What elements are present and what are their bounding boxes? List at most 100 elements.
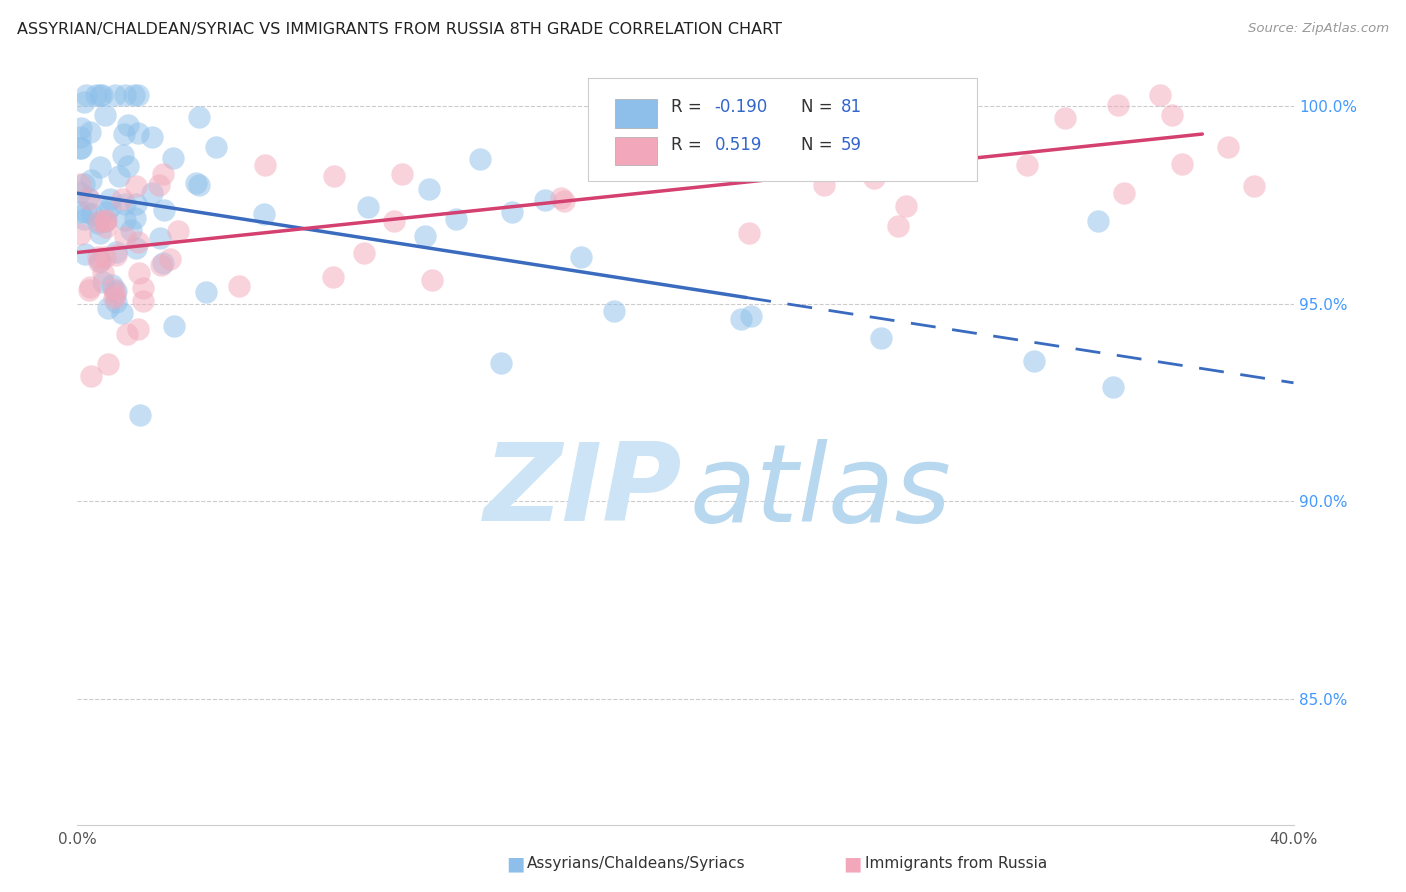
- Point: [94, 214, 117, 228]
- Point: [87, 214, 110, 228]
- Point: [814, 146, 837, 161]
- Point: [77, 191, 100, 205]
- Point: [103, 282, 125, 296]
- Point: [228, 278, 250, 293]
- Point: [152, 168, 174, 182]
- Text: 59: 59: [841, 136, 862, 154]
- Point: [813, 178, 835, 192]
- Point: [107, 169, 129, 183]
- Text: ZIP: ZIP: [484, 439, 682, 544]
- Point: [87, 216, 110, 230]
- Point: [86, 87, 108, 102]
- Point: [1149, 87, 1171, 102]
- Point: [603, 304, 626, 318]
- Point: [1171, 157, 1194, 171]
- FancyBboxPatch shape: [614, 136, 658, 166]
- Point: [413, 229, 436, 244]
- Text: 81: 81: [841, 98, 862, 116]
- Point: [127, 126, 149, 140]
- Point: [73, 177, 96, 191]
- Point: [77, 192, 100, 206]
- Point: [70, 120, 93, 135]
- Text: 0.519: 0.519: [714, 136, 762, 154]
- Point: [94, 205, 117, 219]
- Point: [127, 235, 149, 249]
- Point: [69, 130, 91, 145]
- Point: [80, 172, 103, 186]
- Point: [69, 141, 91, 155]
- Point: [91, 266, 114, 280]
- Point: [127, 321, 149, 335]
- Point: [89, 87, 111, 102]
- Point: [382, 213, 405, 227]
- Point: [91, 87, 114, 102]
- Point: [323, 169, 346, 183]
- Point: [1102, 380, 1125, 394]
- Point: [77, 284, 100, 298]
- Point: [128, 266, 150, 280]
- Point: [322, 269, 344, 284]
- Point: [100, 278, 122, 293]
- Point: [357, 200, 380, 214]
- Point: [1160, 108, 1182, 122]
- Point: [75, 205, 97, 219]
- Text: R =: R =: [671, 98, 707, 116]
- Text: N =: N =: [801, 136, 838, 154]
- Point: [80, 207, 103, 221]
- Point: [75, 88, 97, 103]
- FancyBboxPatch shape: [614, 99, 658, 128]
- Point: [132, 281, 155, 295]
- Point: [94, 250, 117, 264]
- Point: [501, 205, 523, 219]
- Point: [105, 295, 128, 310]
- Point: [444, 211, 467, 226]
- Point: [73, 247, 96, 261]
- Point: [73, 95, 96, 110]
- Point: [132, 293, 155, 308]
- Point: [418, 181, 440, 195]
- Point: [70, 141, 93, 155]
- Point: [89, 226, 111, 240]
- Point: [141, 186, 163, 201]
- Text: Immigrants from Russia: Immigrants from Russia: [865, 856, 1047, 871]
- Point: [1015, 158, 1038, 172]
- Point: [97, 357, 120, 371]
- Point: [127, 87, 149, 102]
- Point: [740, 309, 762, 323]
- Point: [114, 87, 136, 102]
- Point: [253, 158, 276, 172]
- Point: [87, 250, 110, 264]
- Text: ASSYRIAN/CHALDEAN/SYRIAC VS IMMIGRANTS FROM RUSSIA 8TH GRADE CORRELATION CHART: ASSYRIAN/CHALDEAN/SYRIAC VS IMMIGRANTS F…: [17, 22, 782, 37]
- Point: [195, 285, 218, 299]
- Point: [420, 273, 443, 287]
- Point: [886, 219, 908, 233]
- Point: [111, 192, 134, 206]
- Point: [96, 220, 118, 235]
- Point: [793, 149, 815, 163]
- Point: [468, 153, 491, 167]
- Point: [1054, 111, 1077, 125]
- Point: [87, 255, 110, 269]
- Point: [112, 127, 135, 141]
- Point: [152, 203, 174, 218]
- Point: [97, 301, 120, 316]
- Text: R =: R =: [671, 136, 707, 154]
- Text: N =: N =: [801, 98, 838, 116]
- Point: [124, 87, 146, 102]
- Point: [489, 356, 512, 370]
- Point: [1114, 186, 1136, 201]
- Point: [104, 287, 127, 301]
- Point: [69, 178, 91, 192]
- Point: [103, 292, 125, 306]
- Point: [550, 191, 572, 205]
- Point: [534, 193, 557, 207]
- Point: [1087, 213, 1109, 227]
- Point: [100, 200, 122, 214]
- Point: [738, 226, 761, 240]
- Point: [148, 178, 170, 193]
- Point: [69, 205, 91, 219]
- Point: [141, 129, 163, 144]
- Text: Assyrians/Chaldeans/Syriacs: Assyrians/Chaldeans/Syriacs: [527, 856, 745, 871]
- Point: [125, 196, 148, 211]
- Point: [205, 139, 228, 153]
